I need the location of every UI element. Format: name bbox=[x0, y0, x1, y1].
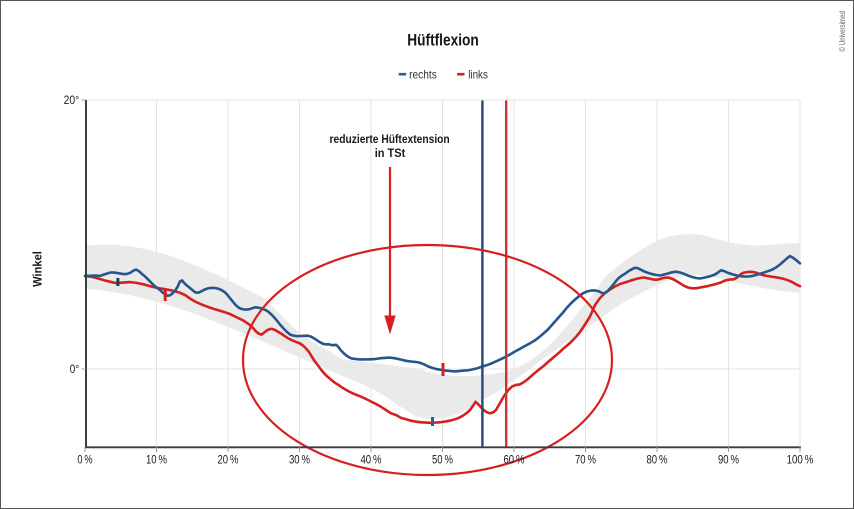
svg-text:70 %: 70 % bbox=[575, 453, 596, 467]
svg-text:in TSt: in TSt bbox=[375, 146, 406, 160]
svg-text:Hüftflexion: Hüftflexion bbox=[407, 31, 479, 49]
svg-text:40 %: 40 % bbox=[361, 453, 382, 467]
svg-text:0 %: 0 % bbox=[77, 453, 92, 467]
svg-text:10 %: 10 % bbox=[146, 453, 167, 467]
svg-text:90 %: 90 % bbox=[718, 453, 739, 467]
svg-text:100 %: 100 % bbox=[787, 453, 814, 467]
svg-text:0°: 0° bbox=[70, 362, 80, 376]
svg-text:reduzierte Hüftextension: reduzierte Hüftextension bbox=[330, 132, 450, 146]
svg-text:20°: 20° bbox=[64, 93, 80, 107]
svg-text:30 %: 30 % bbox=[289, 453, 310, 467]
svg-text:50 %: 50 % bbox=[432, 453, 453, 467]
svg-text:80 %: 80 % bbox=[647, 453, 668, 467]
svg-text:links: links bbox=[468, 68, 488, 82]
svg-text:60 %: 60 % bbox=[504, 453, 525, 467]
svg-text:20 %: 20 % bbox=[218, 453, 239, 467]
svg-text:© Universimed: © Universimed bbox=[838, 11, 847, 52]
svg-text:rechts: rechts bbox=[409, 68, 437, 82]
svg-text:Winkel: Winkel bbox=[31, 251, 45, 287]
